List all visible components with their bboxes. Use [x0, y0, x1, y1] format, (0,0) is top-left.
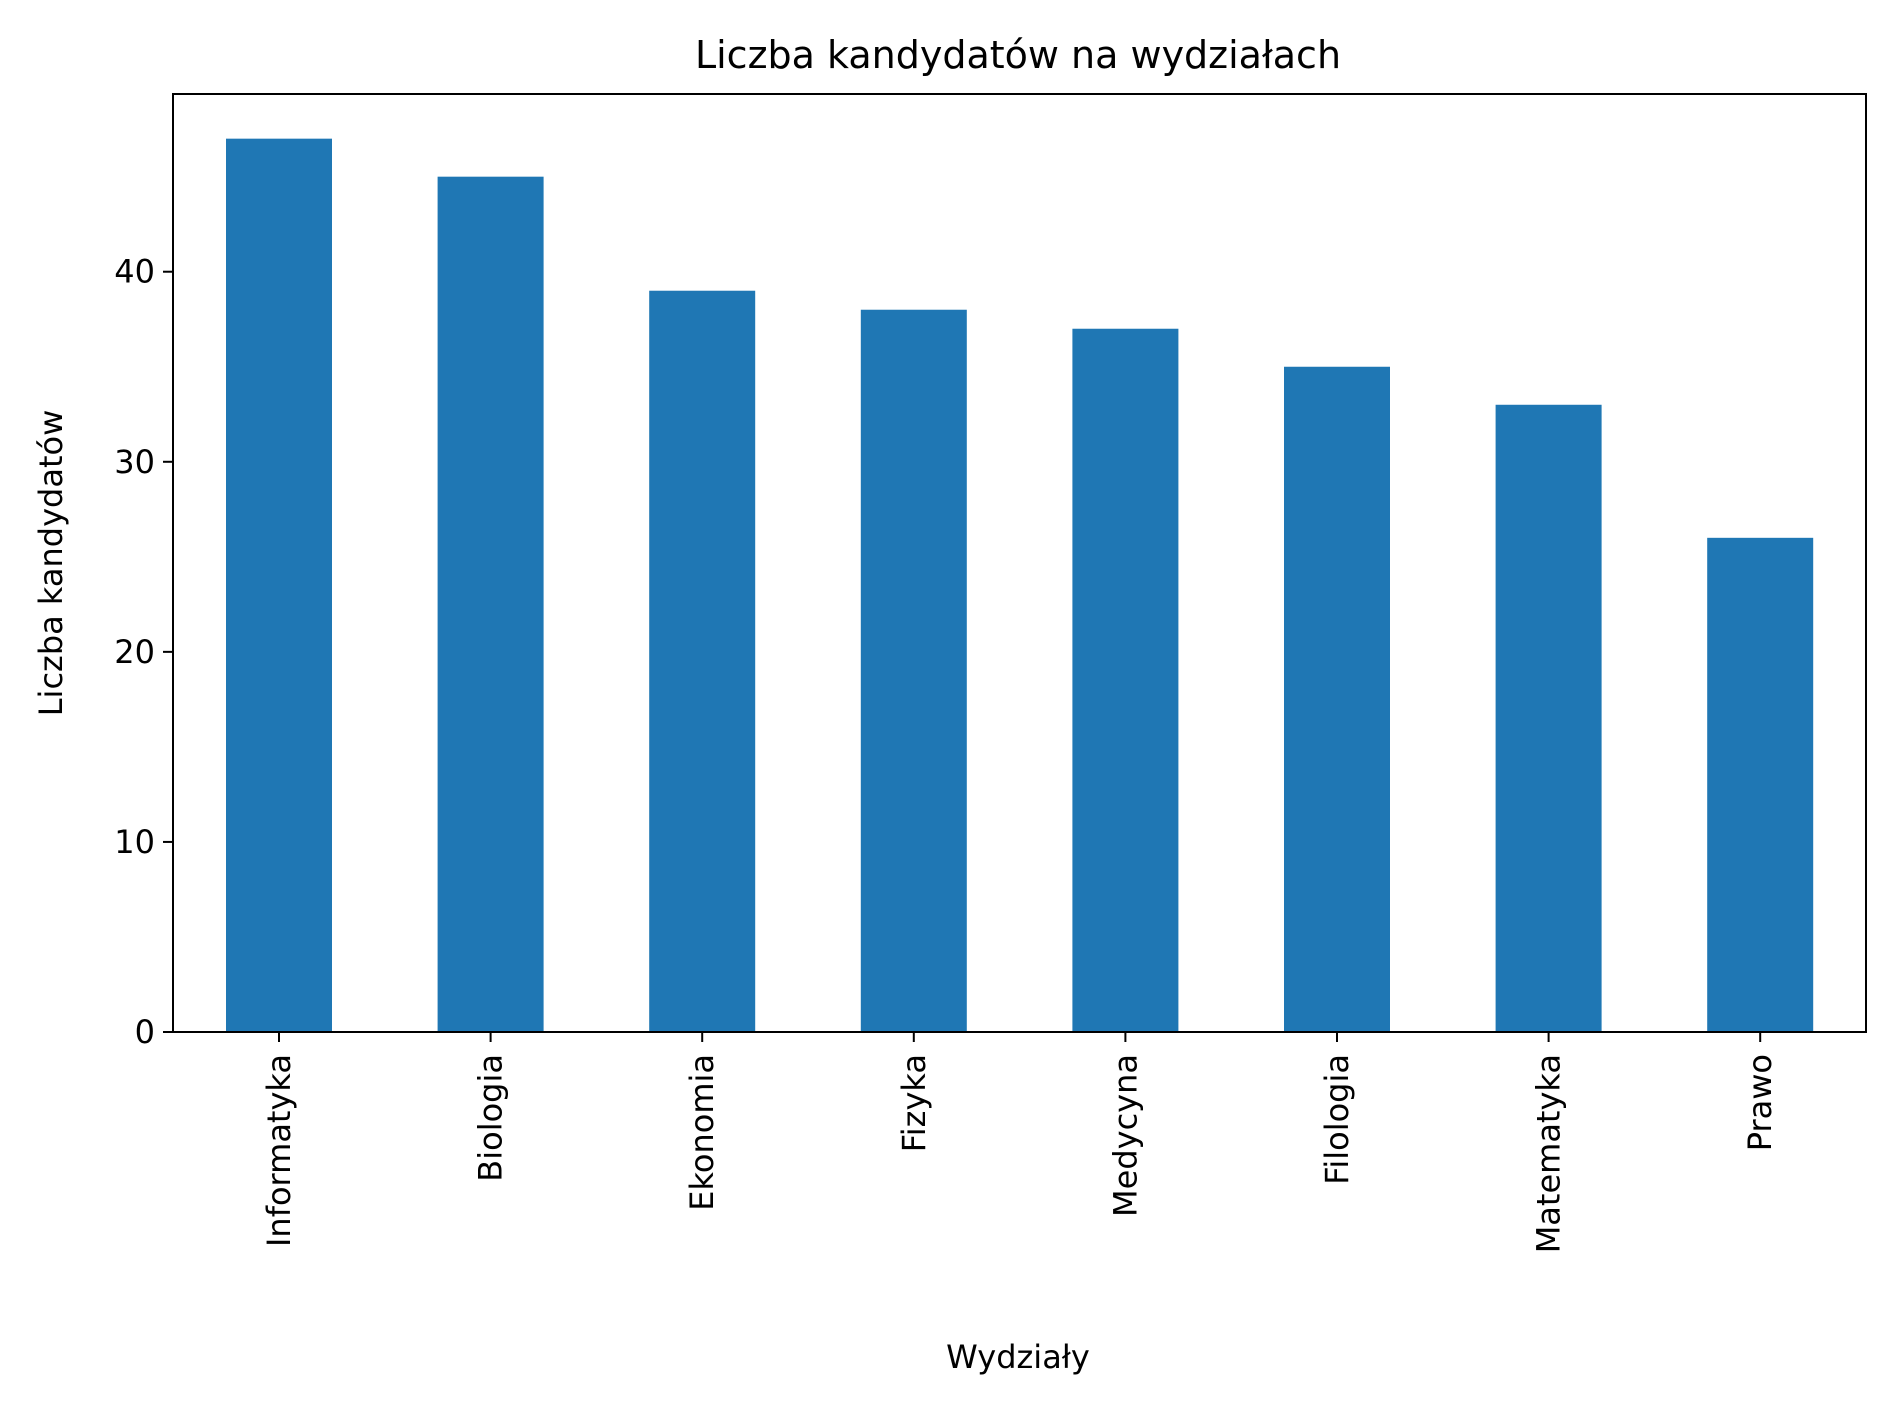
- y-tick-label: 0: [135, 1013, 155, 1051]
- x-axis-ticks: Informatyka Biologia Ekonomia Fizyka Medycyn…: [260, 1032, 1779, 1253]
- bar-fizyka: [860, 309, 967, 1033]
- x-tick-label: Ekonomia: [683, 1054, 721, 1211]
- y-axis-ticks: 0 10 20 30 40: [114, 253, 173, 1051]
- x-tick-label: Informatyka: [260, 1054, 298, 1247]
- x-tick-label: Medycyna: [1106, 1054, 1144, 1217]
- bar-matematyka: [1495, 404, 1602, 1032]
- bar-filologia: [1284, 366, 1390, 1032]
- x-tick-label: Fizyka: [895, 1054, 933, 1152]
- bar-ekonomia: [649, 290, 756, 1033]
- x-tick-label: Filologia: [1318, 1054, 1356, 1185]
- x-tick-label: Matematyka: [1530, 1054, 1568, 1253]
- y-axis-label: Liczba kandydatów: [32, 410, 70, 717]
- bar-biologia: [437, 176, 544, 1032]
- chart-title: Liczba kandydatów na wydziałach: [695, 33, 1341, 77]
- y-tick-label: 20: [114, 633, 155, 671]
- y-tick-label: 30: [114, 443, 155, 481]
- x-tick-label: Biologia: [472, 1054, 510, 1182]
- bars-group: [226, 138, 1814, 1033]
- y-tick-label: 40: [114, 253, 155, 291]
- plot-frame: [172, 93, 1867, 1033]
- bar-prawo: [1707, 537, 1814, 1032]
- x-tick-label: Prawo: [1741, 1054, 1779, 1151]
- bar-medycyna: [1072, 328, 1179, 1033]
- x-axis-label: Wydziały: [946, 1338, 1090, 1376]
- y-tick-label: 10: [114, 823, 155, 861]
- bar-informatyka: [226, 138, 332, 1032]
